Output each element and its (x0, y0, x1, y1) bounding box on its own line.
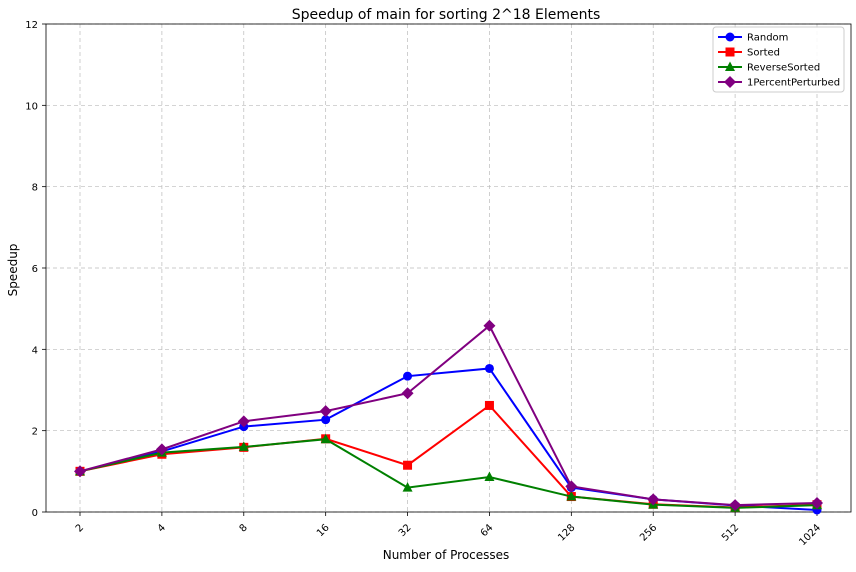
series-1PercentPerturbed (74, 319, 823, 512)
legend-label: Sorted (747, 48, 780, 59)
legend-item: ReverseSorted (718, 61, 820, 74)
y-tick-label: 10 (25, 101, 38, 112)
y-tick-label: 12 (25, 20, 38, 31)
series (74, 319, 823, 515)
data-point (402, 482, 413, 492)
data-point (484, 363, 494, 373)
data-point (401, 387, 414, 400)
legend-item: Sorted (718, 47, 780, 59)
data-point (565, 480, 578, 493)
data-point (319, 405, 332, 418)
legend: Random Sorted ReverseSorted 1PercentPerturb… (712, 26, 845, 93)
data-point (403, 460, 413, 470)
data-point (483, 319, 496, 332)
data-point (320, 433, 331, 444)
legend-label: ReverseSorted (747, 63, 820, 74)
legend-label: 1PercentPerturbed (747, 78, 840, 89)
data-point (484, 400, 494, 410)
series-line (79, 438, 818, 509)
y-tick-label: 6 (32, 264, 38, 275)
legend-marker (725, 61, 735, 71)
y-tick-label: 2 (32, 427, 38, 438)
data-point (74, 465, 86, 478)
y-axis-ticks: 0 2 4 6 8 10 12 (25, 20, 46, 519)
data-point (647, 493, 660, 506)
legend-marker (725, 32, 735, 42)
x-axis-label: Number of Processes (383, 548, 510, 562)
data-point (155, 443, 168, 456)
data-point (484, 471, 495, 482)
chart-title: Speedup of main for sorting 2^18 Element… (292, 7, 601, 23)
legend-item: Random (718, 32, 788, 44)
y-axis-label: Speedup (6, 244, 20, 297)
y-tick-label: 0 (32, 508, 38, 519)
data-point (403, 371, 413, 381)
legend-marker (725, 47, 735, 57)
y-tick-label: 8 (32, 183, 38, 194)
data-point (321, 415, 331, 425)
data-point (238, 441, 249, 451)
legend-box (712, 26, 845, 93)
data-point (237, 415, 250, 428)
legend-item: 1PercentPerturbed (718, 76, 840, 89)
legend-marker (724, 76, 736, 88)
legend-label: Random (747, 33, 788, 44)
series-line (79, 324, 818, 507)
data-point (566, 491, 577, 501)
data-point (811, 497, 823, 510)
y-tick-label: 4 (32, 345, 38, 356)
data-point (729, 499, 742, 512)
